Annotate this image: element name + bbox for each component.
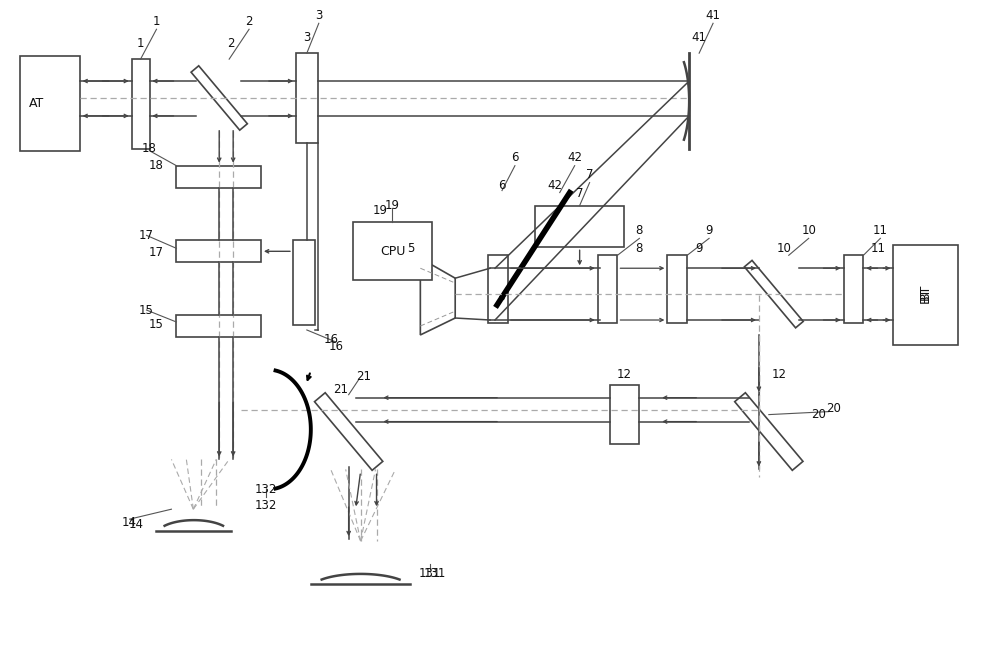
Text: 2: 2 — [245, 15, 253, 28]
Text: 21: 21 — [333, 383, 348, 396]
Text: 17: 17 — [139, 229, 154, 242]
Bar — [893, 245, 958, 345]
Text: 8: 8 — [636, 242, 643, 255]
Text: 9: 9 — [705, 224, 713, 237]
Bar — [176, 315, 261, 337]
Bar — [610, 384, 639, 444]
Text: 15: 15 — [149, 319, 164, 332]
Text: 7: 7 — [576, 187, 583, 200]
Text: 11: 11 — [871, 242, 886, 255]
Text: 20: 20 — [826, 402, 841, 415]
Text: 14: 14 — [129, 518, 144, 531]
Text: 42: 42 — [567, 151, 582, 164]
Bar — [844, 255, 863, 323]
Text: 17: 17 — [149, 246, 164, 259]
Text: 12: 12 — [617, 368, 632, 381]
Text: 3: 3 — [303, 31, 311, 44]
Text: 6: 6 — [511, 151, 519, 164]
Bar — [488, 255, 508, 323]
Bar — [132, 59, 150, 149]
Text: 18: 18 — [149, 159, 164, 172]
Text: 19: 19 — [385, 199, 400, 212]
Polygon shape — [735, 393, 803, 470]
Bar — [20, 56, 80, 151]
Text: 10: 10 — [801, 224, 816, 237]
Text: 42: 42 — [547, 179, 562, 192]
Text: 8: 8 — [636, 224, 643, 237]
Text: 20: 20 — [811, 408, 826, 421]
Text: 18: 18 — [142, 143, 157, 155]
Text: 10: 10 — [776, 242, 791, 255]
Bar — [353, 223, 432, 280]
Bar — [535, 206, 624, 247]
Text: 11: 11 — [873, 224, 888, 237]
Polygon shape — [315, 393, 383, 470]
Text: BT: BT — [919, 287, 932, 303]
Text: 5: 5 — [407, 242, 414, 255]
Text: 131: 131 — [424, 568, 446, 580]
Text: 7: 7 — [586, 168, 593, 181]
Text: AT: AT — [29, 97, 45, 110]
Text: 12: 12 — [771, 368, 786, 381]
Text: 14: 14 — [122, 515, 137, 529]
Text: 2: 2 — [227, 37, 235, 50]
Text: 3: 3 — [315, 9, 322, 22]
Bar — [293, 241, 315, 325]
Bar — [598, 255, 617, 323]
Text: 1: 1 — [137, 37, 144, 50]
Text: 9: 9 — [695, 242, 703, 255]
Text: 41: 41 — [692, 31, 707, 44]
Text: 19: 19 — [373, 204, 388, 217]
Text: CPU: CPU — [380, 245, 405, 258]
Text: 15: 15 — [139, 304, 154, 317]
Text: 132: 132 — [255, 482, 277, 496]
Text: BT: BT — [919, 284, 932, 301]
Polygon shape — [191, 66, 247, 130]
Text: 16: 16 — [328, 341, 343, 353]
Bar — [176, 241, 261, 263]
Bar — [667, 255, 687, 323]
Polygon shape — [420, 258, 455, 335]
Text: 132: 132 — [255, 499, 277, 511]
Text: 131: 131 — [419, 568, 441, 580]
Text: 16: 16 — [323, 333, 338, 346]
Bar — [296, 53, 318, 143]
Text: 6: 6 — [498, 179, 506, 192]
Text: 1: 1 — [153, 15, 160, 28]
Polygon shape — [744, 261, 803, 328]
Text: 21: 21 — [356, 370, 371, 383]
Bar — [176, 166, 261, 188]
Text: 41: 41 — [706, 9, 721, 22]
